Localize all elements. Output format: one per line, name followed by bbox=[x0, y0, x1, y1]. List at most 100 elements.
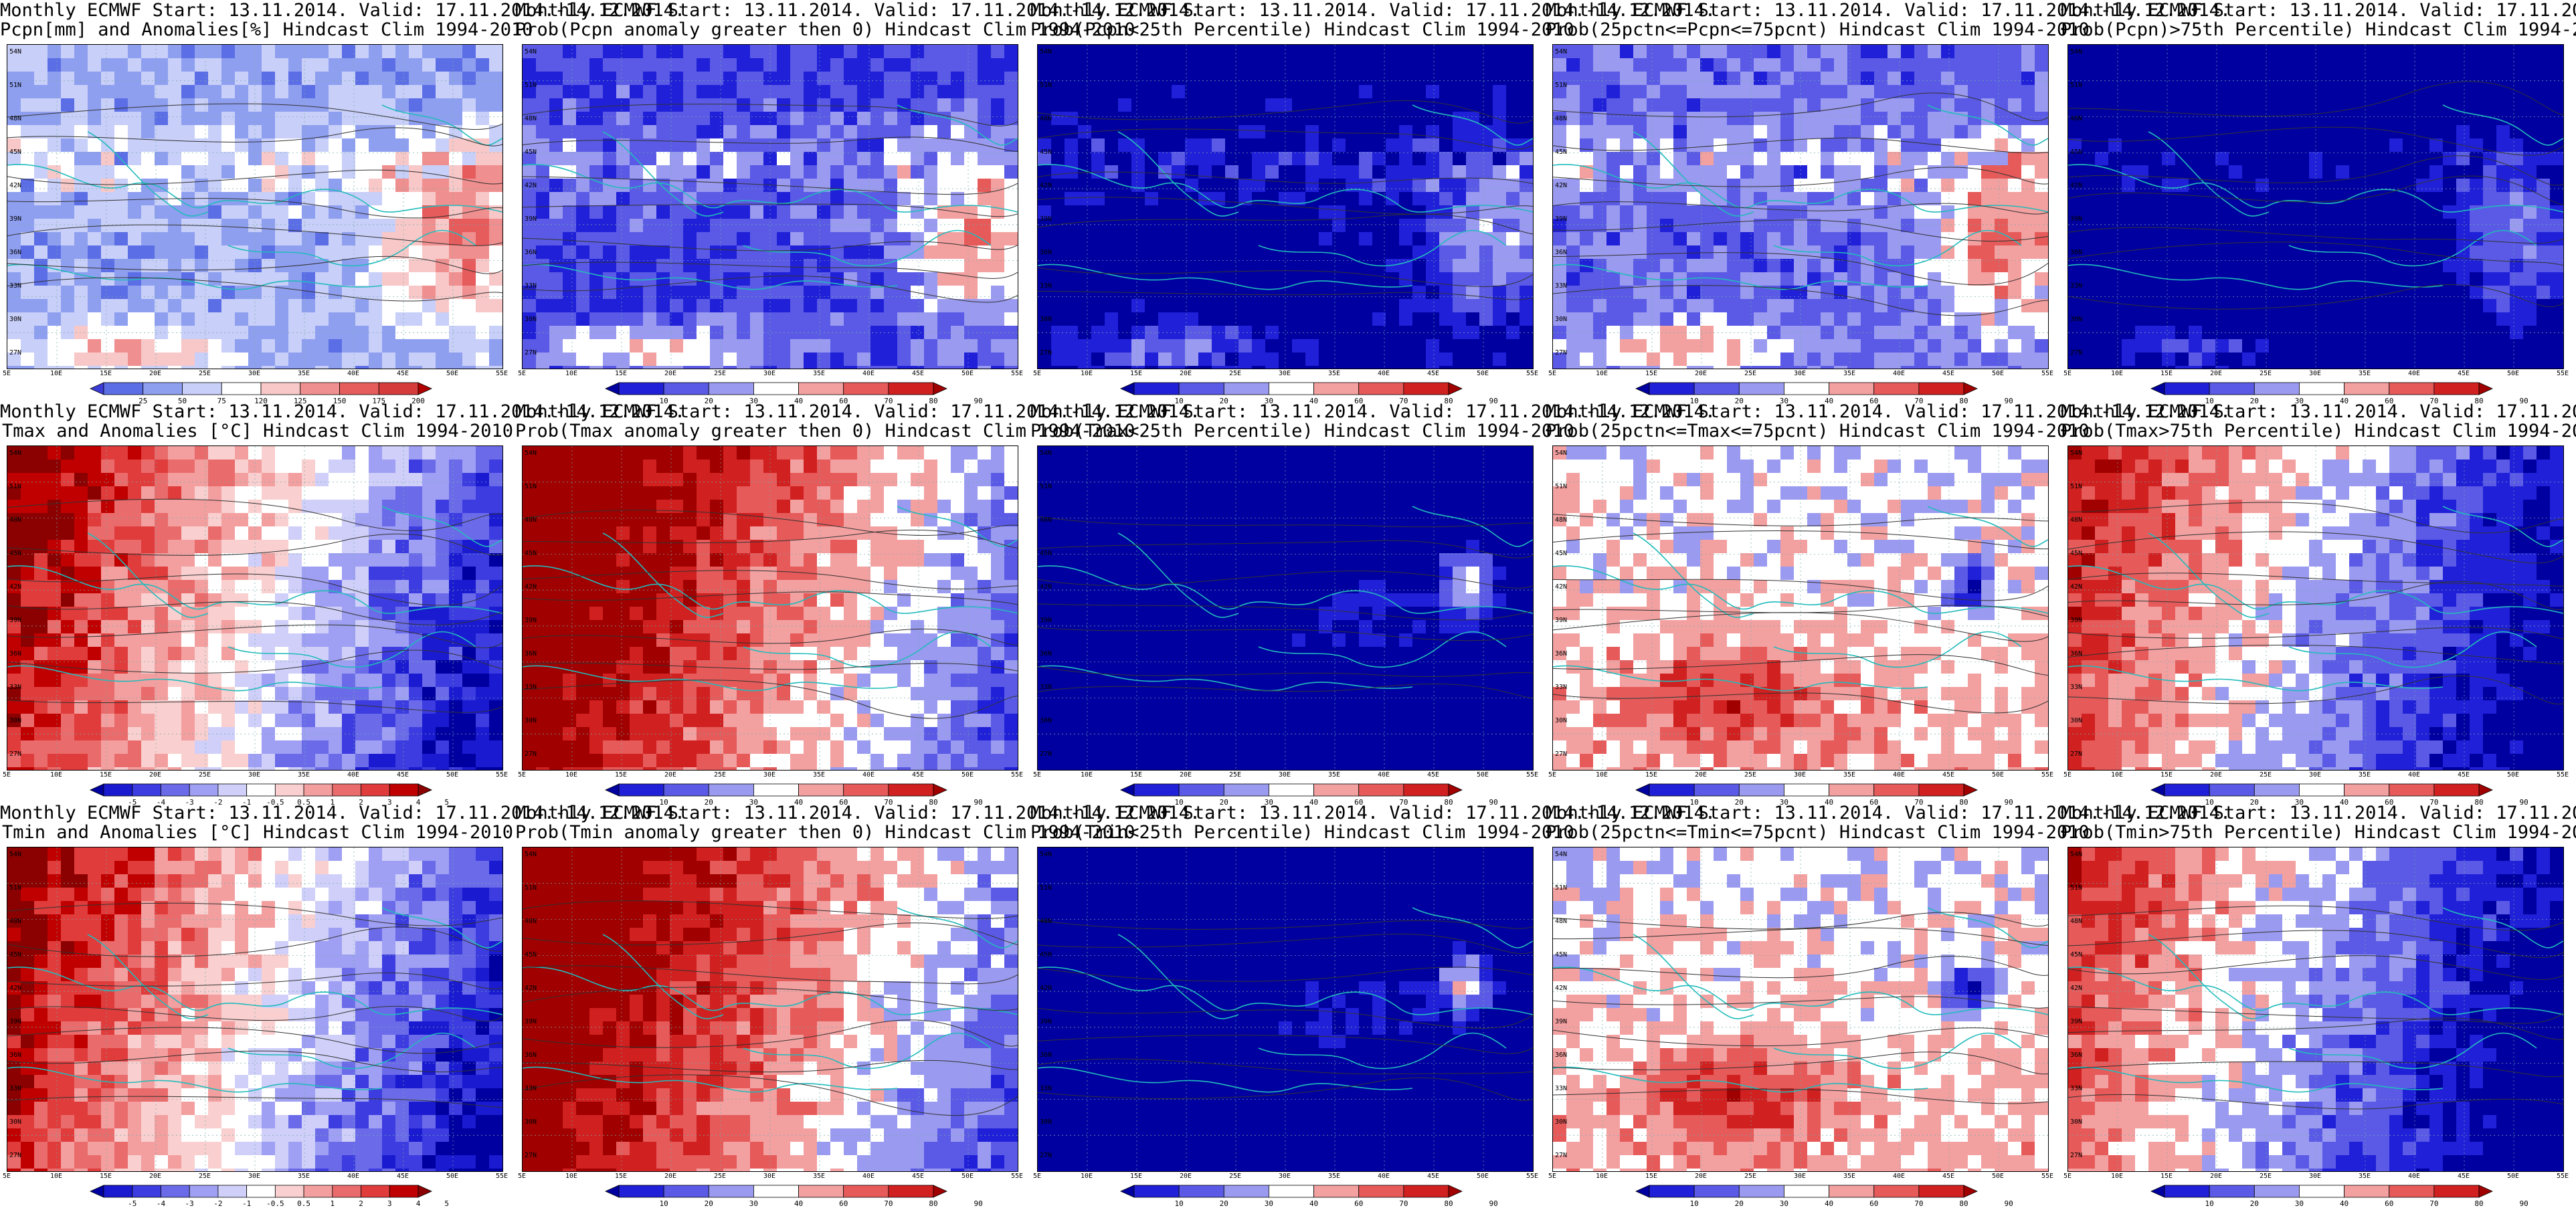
longitude-label: 15E bbox=[2160, 1173, 2173, 1180]
longitude-label: 5E bbox=[1033, 1173, 1041, 1180]
colorbar bbox=[90, 1185, 432, 1197]
colorbar bbox=[1121, 1185, 1462, 1197]
latitude-label: 51N bbox=[1040, 884, 1052, 892]
panel-title-line1: Monthly ECMWF Start: 13.11.2014. Valid: … bbox=[1546, 1, 2061, 20]
latitude-label: 54N bbox=[525, 449, 537, 457]
longitude-label: 20E bbox=[2210, 370, 2222, 377]
longitude-label: 5E bbox=[2063, 370, 2072, 377]
forecast-panel: Monthly ECMWF Start: 13.11.2014. Valid: … bbox=[1030, 401, 1546, 803]
latitude-label: 48N bbox=[9, 115, 21, 122]
forecast-map bbox=[2067, 44, 2564, 369]
longitude-label: 25E bbox=[1744, 370, 1756, 377]
longitude-label: 20E bbox=[2210, 771, 2222, 779]
latitude-label: 27N bbox=[9, 1152, 21, 1159]
latitude-label: 51N bbox=[1040, 483, 1052, 490]
longitude-label: 25E bbox=[1229, 1173, 1241, 1180]
latitude-label: 36N bbox=[2070, 249, 2082, 256]
longitude-label: 40E bbox=[862, 771, 875, 779]
latitude-label: 48N bbox=[1555, 516, 1567, 524]
latitude-label: 36N bbox=[1040, 1051, 1052, 1059]
colorbar bbox=[606, 1185, 947, 1197]
latitude-label: 51N bbox=[2070, 82, 2082, 89]
colorbar bbox=[1636, 383, 1977, 395]
panel-title-line2: Prob(Tmax anomaly greater then 0) Hindca… bbox=[515, 422, 1030, 441]
longitude-label: 55E bbox=[496, 1173, 508, 1180]
longitude-label: 50E bbox=[961, 771, 974, 779]
forecast-map bbox=[7, 445, 503, 771]
longitude-label: 10E bbox=[50, 771, 62, 779]
longitude-label: 55E bbox=[1526, 370, 1538, 377]
latitude-label: 45N bbox=[1555, 148, 1567, 156]
longitude-label: 5E bbox=[1033, 771, 1041, 779]
longitude-label: 55E bbox=[1526, 771, 1538, 779]
forecast-panel: Monthly ECMWF Start: 13.11.2014. Valid: … bbox=[1546, 401, 2061, 803]
latitude-label: 51N bbox=[1555, 884, 1567, 892]
latitude-label: 33N bbox=[1555, 1085, 1567, 1092]
longitude-label: 5E bbox=[3, 771, 11, 779]
latitude-label: 33N bbox=[525, 684, 537, 691]
longitude-label: 45E bbox=[912, 771, 924, 779]
latitude-label: 36N bbox=[1555, 249, 1567, 256]
longitude-label: 15E bbox=[1645, 771, 1657, 779]
latitude-label: 39N bbox=[525, 617, 537, 624]
latitude-label: 30N bbox=[1555, 717, 1567, 724]
latitude-label: 30N bbox=[525, 717, 537, 724]
longitude-label: 55E bbox=[1011, 771, 1023, 779]
longitude-label: 50E bbox=[1477, 771, 1489, 779]
latitude-label: 39N bbox=[1555, 617, 1567, 624]
longitude-label: 5E bbox=[2063, 771, 2072, 779]
latitude-label: 30N bbox=[2070, 717, 2082, 724]
longitude-label: 5E bbox=[2063, 1173, 2072, 1180]
latitude-label: 27N bbox=[9, 349, 21, 357]
longitude-label: 30E bbox=[763, 771, 775, 779]
longitude-label: 45E bbox=[2458, 370, 2470, 377]
colorbar bbox=[1121, 784, 1462, 796]
latitude-label: 48N bbox=[1040, 115, 1052, 122]
longitude-label: 55E bbox=[2041, 370, 2053, 377]
latitude-label: 42N bbox=[525, 182, 537, 189]
longitude-label: 30E bbox=[1279, 771, 1291, 779]
longitude-label: 55E bbox=[1011, 1173, 1023, 1180]
longitude-label: 50E bbox=[1477, 370, 1489, 377]
panel-title-line2: Prob(Tmin<25th Percentile) Hindcast Clim… bbox=[1030, 823, 1546, 842]
latitude-label: 48N bbox=[1040, 918, 1052, 925]
latitude-label: 42N bbox=[1040, 985, 1052, 992]
longitude-label: 15E bbox=[100, 1173, 112, 1180]
longitude-label: 35E bbox=[813, 771, 825, 779]
longitude-label: 35E bbox=[1843, 1173, 1855, 1180]
latitude-label: 51N bbox=[2070, 483, 2082, 490]
longitude-label: 25E bbox=[2260, 370, 2272, 377]
longitude-label: 25E bbox=[199, 771, 211, 779]
longitude-label: 10E bbox=[565, 771, 577, 779]
latitude-label: 45N bbox=[1040, 148, 1052, 156]
latitude-label: 51N bbox=[9, 82, 21, 89]
latitude-label: 36N bbox=[525, 650, 537, 658]
longitude-label: 10E bbox=[2111, 1173, 2123, 1180]
latitude-label: 45N bbox=[1040, 550, 1052, 557]
latitude-label: 45N bbox=[9, 951, 21, 959]
longitude-label: 45E bbox=[397, 370, 409, 377]
latitude-label: 51N bbox=[525, 82, 537, 89]
latitude-label: 54N bbox=[1555, 449, 1567, 457]
latitude-label: 33N bbox=[9, 1085, 21, 1092]
longitude-label: 45E bbox=[1427, 370, 1439, 377]
longitude-label: 15E bbox=[615, 771, 627, 779]
latitude-label: 27N bbox=[1040, 349, 1052, 357]
longitude-label: 30E bbox=[763, 370, 775, 377]
longitude-label: 55E bbox=[2557, 771, 2569, 779]
panel-title-line1: Monthly ECMWF Start: 13.11.2014. Valid: … bbox=[2061, 403, 2576, 421]
latitude-label: 30N bbox=[9, 1118, 21, 1126]
forecast-panel: Monthly ECMWF Start: 13.11.2014. Valid: … bbox=[1030, 803, 1546, 1204]
latitude-label: 30N bbox=[2070, 1118, 2082, 1126]
longitude-label: 45E bbox=[912, 370, 924, 377]
latitude-label: 33N bbox=[2070, 684, 2082, 691]
panel-title-line2: Prob(25pctn<=Pcpn<=75pcnt) Hindcast Clim… bbox=[1546, 21, 2061, 39]
longitude-label: 35E bbox=[813, 370, 825, 377]
longitude-label: 35E bbox=[2359, 1173, 2371, 1180]
longitude-label: 40E bbox=[2408, 370, 2420, 377]
latitude-label: 42N bbox=[1555, 182, 1567, 189]
latitude-label: 27N bbox=[2070, 349, 2082, 357]
longitude-label: 50E bbox=[446, 370, 458, 377]
panel-title-line2: Prob(Tmin>75th Percentile) Hindcast Clim… bbox=[2061, 823, 2576, 842]
latitude-label: 48N bbox=[2070, 115, 2082, 122]
